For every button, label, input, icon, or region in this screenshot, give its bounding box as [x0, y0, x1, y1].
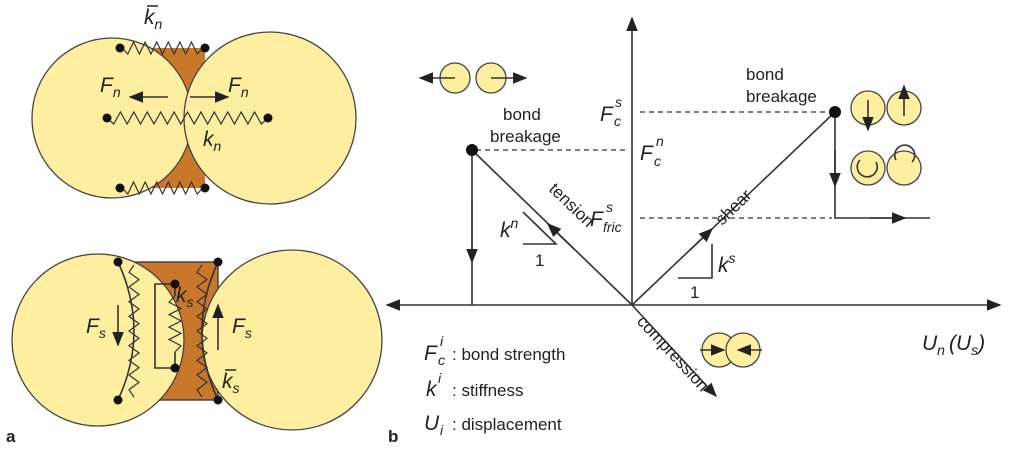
legend-symbol: k — [426, 378, 438, 401]
legend-symbol: i — [440, 422, 444, 438]
label: 1 — [690, 283, 699, 302]
particle — [32, 38, 192, 198]
legend-symbol: U — [424, 412, 440, 435]
shear-bond: ks Fs Fs ks — [12, 250, 382, 430]
label: s — [615, 94, 622, 110]
label: c — [614, 113, 621, 129]
legend-text: : bond strength — [452, 345, 565, 364]
constitutive-law: bond breakage bond breakage F s c F n c … — [387, 18, 1000, 438]
panel-label: b — [388, 427, 398, 446]
legend-symbol: c — [438, 352, 445, 368]
label: kn — [500, 215, 519, 242]
normal-bond: kn Fn Fn kn — [32, 6, 356, 204]
icon-tension — [420, 63, 526, 93]
label: ks — [718, 250, 736, 277]
diagram: kn Fn Fn kn ks Fs Fs ks a bond breakage … — [0, 0, 1021, 450]
label: kn — [144, 6, 163, 32]
icon-compression — [700, 333, 762, 367]
label: bond — [503, 105, 541, 124]
label: bond — [746, 65, 784, 84]
panel-label: a — [6, 427, 16, 446]
label: compression — [633, 312, 713, 395]
label: breakage — [490, 127, 561, 146]
label: fric — [603, 219, 622, 235]
slope-triangle — [678, 244, 712, 278]
legend-text: : stiffness — [452, 381, 524, 400]
arrow — [690, 229, 712, 250]
arrow — [548, 224, 575, 250]
label: F — [640, 142, 654, 165]
label: 1 — [535, 251, 544, 270]
legend-symbol: i — [438, 370, 442, 386]
legend: F i c : bond strength k i : stiffness U … — [424, 333, 565, 438]
legend-symbol: i — [440, 333, 444, 349]
label: n — [656, 133, 664, 149]
breakage-point — [829, 106, 841, 118]
icon-shear — [851, 86, 921, 185]
axis-label: Un(Us) — [922, 332, 985, 358]
legend-symbol: F — [424, 342, 438, 365]
label: tension — [545, 179, 598, 231]
label: shear — [712, 185, 756, 228]
legend-text: : displacement — [452, 415, 562, 434]
label: breakage — [746, 87, 817, 106]
label: c — [654, 153, 661, 169]
breakage-point — [466, 144, 478, 156]
label: F — [600, 103, 614, 126]
particle — [202, 250, 382, 430]
label: s — [606, 199, 613, 215]
